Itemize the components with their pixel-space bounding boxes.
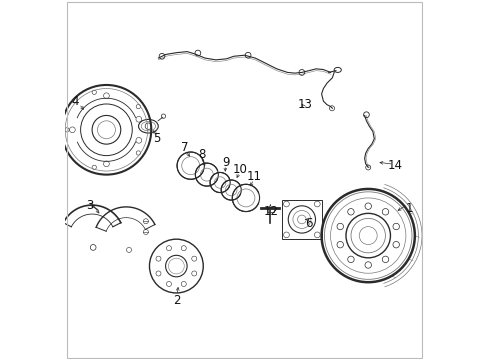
Text: 7: 7: [180, 140, 187, 153]
Bar: [282, 200, 321, 239]
Text: 2: 2: [173, 294, 181, 307]
Text: 11: 11: [246, 170, 262, 183]
Text: 14: 14: [387, 159, 402, 172]
Text: 1: 1: [405, 202, 412, 215]
Text: 8: 8: [197, 148, 205, 161]
Text: 3: 3: [86, 199, 93, 212]
Text: 10: 10: [232, 163, 247, 176]
Text: 12: 12: [263, 205, 278, 218]
Text: 5: 5: [153, 132, 160, 145]
Bar: [266, 207, 273, 212]
Text: 9: 9: [222, 156, 229, 168]
Text: 6: 6: [305, 216, 312, 230]
Text: 4: 4: [71, 95, 79, 108]
Text: 13: 13: [297, 98, 312, 111]
